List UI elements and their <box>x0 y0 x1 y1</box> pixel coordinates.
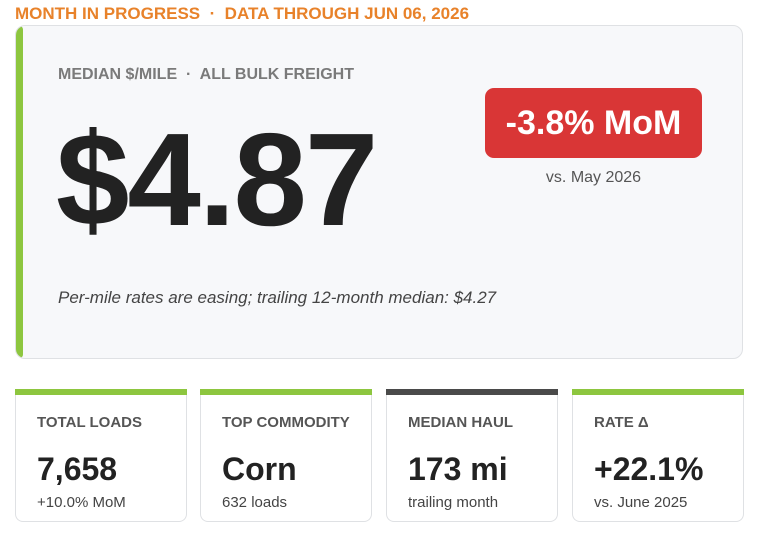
card-sub: +10.0% MoM <box>37 494 126 511</box>
card-accent <box>200 389 372 395</box>
hero-label: MEDIAN $/MILE · ALL BULK FREIGHT <box>58 66 354 83</box>
card-value: +22.1% <box>594 451 704 487</box>
kpi-card: RATE Δ +22.1% vs. June 2025 <box>572 389 744 522</box>
card-sub: 632 loads <box>222 494 288 511</box>
change-badge: -3.8% MoM <box>485 88 702 158</box>
card-label: TOTAL LOADS <box>37 414 142 431</box>
kpi-card: TOP COMMODITY Corn 632 loads <box>200 389 372 522</box>
card-value: 7,658 <box>37 451 118 487</box>
card-accent <box>386 389 558 395</box>
card-value: 173 mi <box>408 451 508 487</box>
accent-bar <box>16 26 23 358</box>
card-accent <box>572 389 744 395</box>
card-sub: trailing month <box>408 494 499 511</box>
kpi-card: MEDIAN HAUL 173 mi trailing month <box>386 389 558 522</box>
badge-note: vs. May 2026 <box>545 169 642 186</box>
hero-card: MEDIAN $/MILE · ALL BULK FREIGHT $4.87 -… <box>15 25 743 359</box>
card-label: TOP COMMODITY <box>222 414 350 431</box>
kpi-card: TOTAL LOADS 7,658 +10.0% MoM <box>15 389 187 522</box>
card-value: Corn <box>222 451 297 487</box>
card-sub: vs. June 2025 <box>594 494 688 511</box>
card-label: RATE Δ <box>594 414 649 431</box>
card-accent <box>15 389 187 395</box>
card-label: MEDIAN HAUL <box>408 414 513 431</box>
hero-value: $4.87 <box>56 106 378 253</box>
hero-note: Per-mile rates are easing; trailing 12-m… <box>58 288 497 307</box>
header-title: MONTH IN PROGRESS · DATA THROUGH JUN 06,… <box>15 4 470 23</box>
